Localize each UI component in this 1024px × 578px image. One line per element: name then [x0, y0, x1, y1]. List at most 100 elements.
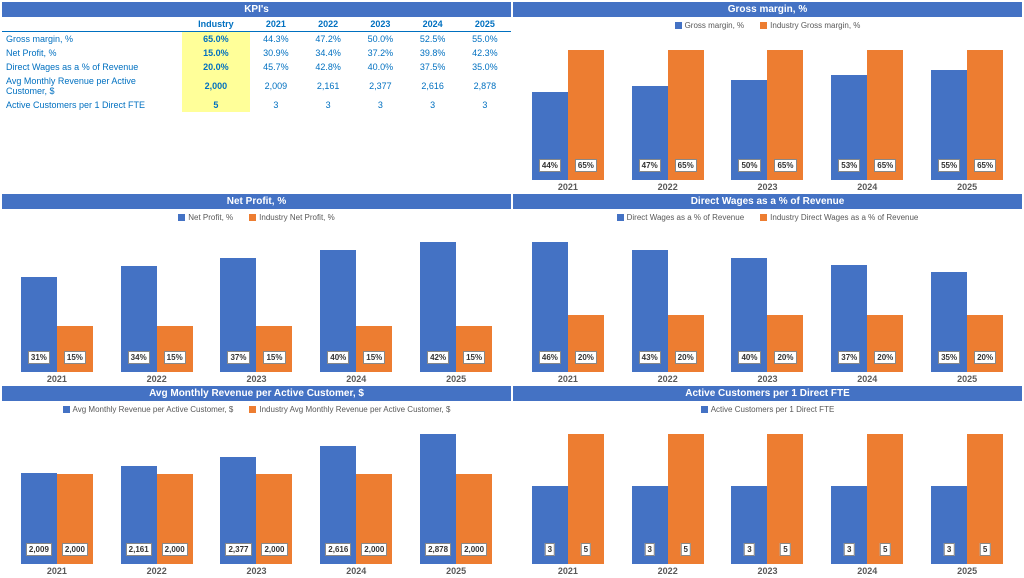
industry-cell: 2,000: [182, 74, 250, 98]
series-bar: 31%: [21, 277, 57, 372]
industry-bar-label: 15%: [463, 351, 485, 364]
bar-pair: 35: [721, 434, 815, 564]
bar-pair: 47%65%: [621, 50, 715, 180]
industry-bar-label: 2,000: [361, 543, 387, 556]
bar-pair: 53% 65%: [820, 50, 914, 180]
industry-bar: 5: [967, 434, 1003, 564]
year-group: 2,377 2,000 2023: [210, 434, 304, 576]
bars-area: 44%65%202147%65%202250%65%202353%65%2024…: [517, 34, 1018, 192]
industry-bar-label: 15%: [363, 351, 385, 364]
value-cell: 39.8%: [406, 46, 458, 60]
legend-item-series: Gross margin, %: [675, 21, 745, 30]
year-group: 2,0092,0002021: [10, 434, 104, 576]
bar-pair: 31%15%: [10, 242, 104, 372]
value-cell: 3: [354, 98, 406, 112]
industry-bar-label: 20%: [974, 351, 996, 364]
industry-bar: 5: [767, 434, 803, 564]
row-label: Net Profit, %: [2, 46, 182, 60]
industry-bar-label: 65%: [974, 159, 996, 172]
industry-bar-label: 2,000: [261, 543, 287, 556]
series-bar: 47%: [632, 86, 668, 180]
chart-body: Gross margin, %Industry Gross margin, % 4…: [513, 17, 1022, 192]
industry-bar: 5: [668, 434, 704, 564]
series-bar: 37%: [220, 258, 256, 372]
year-group: 352024: [820, 434, 914, 576]
bar-pair: 34%15%: [110, 242, 204, 372]
year-label: 2021: [47, 564, 67, 576]
bar-pair: 37% 15%: [210, 242, 304, 372]
year-group: 40%15%2024: [309, 242, 403, 384]
value-cell: 47.2%: [302, 32, 354, 47]
chart-title: Active Customers per 1 Direct FTE: [513, 386, 1022, 401]
table-row: Net Profit, %15.0%30.9%34.4%37.2%39.8%42…: [2, 46, 511, 60]
value-cell: 2,161: [302, 74, 354, 98]
industry-bar-label: 65%: [874, 159, 896, 172]
kpi-header-industry: Industry: [182, 17, 250, 32]
year-group: 46%20%2021: [521, 242, 615, 384]
year-group: 352023: [721, 434, 815, 576]
series-bar-label: 53%: [838, 159, 860, 172]
industry-bar: 20%: [668, 315, 704, 372]
row-label: Direct Wages as a % of Revenue: [2, 60, 182, 74]
year-label: 2023: [246, 372, 266, 384]
kpi-header-2023: 2023: [354, 17, 406, 32]
active-customers-chart: Active Customers per 1 Direct FTEActive …: [513, 386, 1022, 576]
value-cell: 2,878: [459, 74, 511, 98]
chart-legend: Gross margin, %Industry Gross margin, %: [517, 19, 1018, 34]
industry-bar-label: 5: [581, 543, 591, 556]
bar-pair: 35: [820, 434, 914, 564]
year-group: 352022: [621, 434, 715, 576]
industry-bar-label: 5: [680, 543, 690, 556]
series-bar: 3: [931, 486, 967, 564]
year-group: 34%15%2022: [110, 242, 204, 384]
value-cell: 40.0%: [354, 60, 406, 74]
year-group: 31%15%2021: [10, 242, 104, 384]
bar-pair: 46%20%: [521, 242, 615, 372]
year-label: 2024: [857, 564, 877, 576]
row-label: Gross margin, %: [2, 32, 182, 47]
table-row: Direct Wages as a % of Revenue20.0%45.7%…: [2, 60, 511, 74]
year-label: 2023: [246, 564, 266, 576]
year-label: 2023: [757, 372, 777, 384]
year-group: 2,8782,0002025: [409, 434, 503, 576]
bars-area: 2,0092,00020212,1612,00020222,3772,00020…: [6, 418, 507, 576]
chart-body: Net Profit, %Industry Net Profit, %31%15…: [2, 209, 511, 384]
series-bar-label: 2,009: [26, 543, 52, 556]
bars-area: 46%20%202143%20%202240%20%202337%20%2024…: [517, 226, 1018, 384]
year-label: 2025: [446, 372, 466, 384]
series-bar-label: 55%: [938, 159, 960, 172]
chart-body: Avg Monthly Revenue per Active Customer,…: [2, 401, 511, 576]
year-group: 55%65%2025: [920, 50, 1014, 192]
chart-title: Net Profit, %: [2, 194, 511, 209]
year-label: 2021: [558, 372, 578, 384]
year-label: 2022: [147, 564, 167, 576]
industry-bar: 65%: [668, 50, 704, 180]
industry-bar: 2,000: [456, 474, 492, 564]
year-group: 42%15%2025: [409, 242, 503, 384]
series-bar-label: 2,377: [225, 543, 251, 556]
legend-item-industry: Industry Direct Wages as a % of Revenue: [760, 213, 918, 222]
value-cell: 3: [302, 98, 354, 112]
industry-bar-label: 5: [880, 543, 890, 556]
value-cell: 37.5%: [406, 60, 458, 74]
legend-item-series: Avg Monthly Revenue per Active Customer,…: [63, 405, 234, 414]
year-group: 53%65%2024: [820, 50, 914, 192]
year-label: 2024: [346, 372, 366, 384]
series-bar: 2,161: [121, 466, 157, 564]
series-bar-label: 3: [644, 543, 654, 556]
bar-pair: 35: [920, 434, 1014, 564]
series-bar: 55%: [931, 70, 967, 180]
series-bar-label: 3: [744, 543, 754, 556]
year-group: 352021: [521, 434, 615, 576]
value-cell: 44.3%: [250, 32, 302, 47]
industry-bar: 20%: [967, 315, 1003, 372]
industry-bar: 5: [568, 434, 604, 564]
year-label: 2025: [446, 564, 466, 576]
net-profit-chart: Net Profit, %Net Profit, %Industry Net P…: [2, 194, 511, 384]
industry-cell: 15.0%: [182, 46, 250, 60]
series-bar-label: 44%: [539, 159, 561, 172]
industry-bar: 65%: [568, 50, 604, 180]
value-cell: 42.8%: [302, 60, 354, 74]
year-group: 37%20%2024: [820, 242, 914, 384]
industry-bar-label: 15%: [263, 351, 285, 364]
